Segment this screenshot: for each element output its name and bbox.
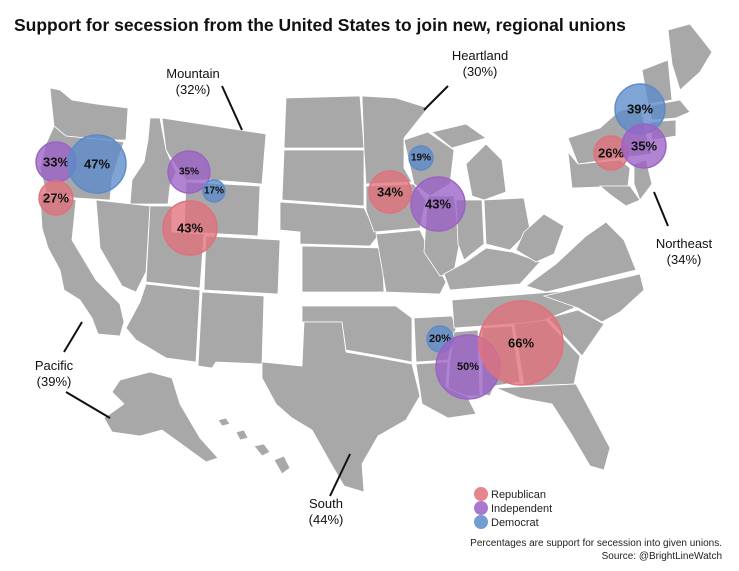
leader-line-heartland	[423, 85, 449, 111]
footnote: Percentages are support for secession in…	[470, 538, 722, 549]
bubble-label: 47%	[84, 157, 110, 172]
bubble-circle	[167, 150, 211, 194]
region-pct-heartland: (30%)	[463, 64, 498, 79]
bubble-mountain-republican: 43%	[162, 200, 218, 256]
region-pct-pacific: (39%)	[37, 374, 72, 389]
state-idaho	[129, 117, 177, 205]
source-credit: Source: @BrightLineWatch	[602, 551, 722, 562]
bubble-label: 43%	[177, 221, 203, 236]
leader-line-pacific	[63, 321, 83, 353]
bubble-layer: 33% 47% 27% 35% 17% 43% 19% 34%	[35, 83, 667, 400]
bubble-label: 43%	[425, 197, 451, 212]
bubble-label: 35%	[631, 139, 657, 154]
state-nevada	[95, 199, 151, 293]
legend-label-democrat: Democrat	[491, 517, 539, 529]
bubble-circle	[162, 200, 218, 256]
bubble-label: 39%	[627, 102, 653, 117]
state-maryland-delaware	[598, 185, 641, 207]
state-michigan	[431, 123, 507, 201]
region-label-pacific: Pacific	[35, 358, 74, 373]
bubble-label: 35%	[179, 167, 199, 178]
bubble-circle	[621, 123, 667, 169]
map-title: Support for secession from the United St…	[14, 15, 626, 35]
legend-swatch-independent	[474, 501, 488, 515]
bubble-pacific-democrat: 47%	[67, 134, 127, 194]
bubble-label: 34%	[377, 185, 403, 200]
bubble-mountain-democrat: 17%	[202, 179, 226, 203]
state-maine	[667, 23, 713, 91]
bubble-label: 33%	[43, 155, 69, 170]
state-kansas	[301, 245, 385, 293]
bubble-label: 50%	[457, 361, 479, 373]
legend-item-republican: Republican	[474, 487, 546, 501]
legend-label-republican: Republican	[491, 489, 546, 501]
state-south-dakota	[281, 149, 365, 207]
leader-line-mountain	[221, 85, 243, 131]
state-nebraska	[279, 201, 379, 247]
state-virginia	[525, 221, 637, 293]
state-colorado	[203, 235, 281, 295]
leader-line-south	[329, 453, 351, 497]
state-north-dakota	[283, 95, 365, 149]
state-north-carolina	[542, 273, 645, 323]
state-arizona	[125, 283, 201, 363]
state-west-virginia	[515, 213, 565, 263]
region-label-south: South	[309, 496, 343, 511]
bubble-mountain-independent: 35%	[167, 150, 211, 194]
region-label-mountain: Mountain	[166, 66, 219, 81]
state-kentucky	[443, 247, 541, 291]
region-label-heartland: Heartland	[452, 48, 508, 63]
state-minnesota	[361, 95, 429, 185]
legend-swatch-republican	[474, 487, 488, 501]
legend-item-democrat: Democrat	[474, 515, 539, 529]
state-california	[39, 193, 125, 337]
state-alaska	[103, 371, 219, 463]
leader-line-alaska	[65, 391, 111, 419]
legend-swatch-democrat	[474, 515, 488, 529]
state-ohio	[483, 197, 531, 251]
bubble-label: 20%	[429, 333, 451, 345]
leader-lines	[63, 85, 669, 497]
bubble-heartland-democrat: 19%	[408, 145, 434, 171]
bubble-label: 26%	[598, 146, 624, 161]
bubble-label: 17%	[204, 186, 224, 197]
legend: Republican Independent Democrat	[474, 487, 552, 529]
leader-line-northeast	[653, 191, 669, 227]
bubble-circle	[38, 180, 74, 216]
legend-item-independent: Independent	[474, 501, 552, 515]
state-new-mexico	[197, 291, 265, 369]
state-texas	[261, 321, 421, 493]
state-missouri	[375, 229, 447, 295]
bubble-pacific-republican: 27%	[38, 180, 74, 216]
legend-label-independent: Independent	[491, 503, 552, 515]
bubble-circle	[410, 176, 466, 232]
bubble-northeast-independent: 35%	[621, 123, 667, 169]
bubble-label: 27%	[43, 191, 69, 206]
bubble-label: 19%	[411, 153, 431, 164]
bubble-south-republican: 66%	[478, 300, 564, 386]
region-pct-mountain: (32%)	[176, 82, 211, 97]
state-south-carolina	[547, 309, 605, 357]
region-label-northeast: Northeast	[656, 236, 713, 251]
state-hawaii	[217, 417, 291, 475]
bubble-heartland-independent: 43%	[410, 176, 466, 232]
region-pct-northeast: (34%)	[667, 252, 702, 267]
bubble-label: 66%	[508, 336, 534, 351]
region-pct-south: (44%)	[309, 512, 344, 527]
bubble-circle	[202, 179, 226, 203]
bubble-circle	[67, 134, 127, 194]
state-washington	[49, 87, 129, 141]
region-labels: Pacific (39%) Mountain (32%) Heartland (…	[35, 48, 713, 527]
bubble-circle	[368, 170, 412, 214]
bubble-pacific-independent: 33%	[35, 141, 77, 183]
bubble-northeast-democrat: 39%	[614, 83, 666, 135]
state-florida	[495, 383, 611, 471]
bubble-heartland-republican: 34%	[368, 170, 412, 214]
bubble-circle	[478, 300, 564, 386]
bubble-circle	[408, 145, 434, 171]
